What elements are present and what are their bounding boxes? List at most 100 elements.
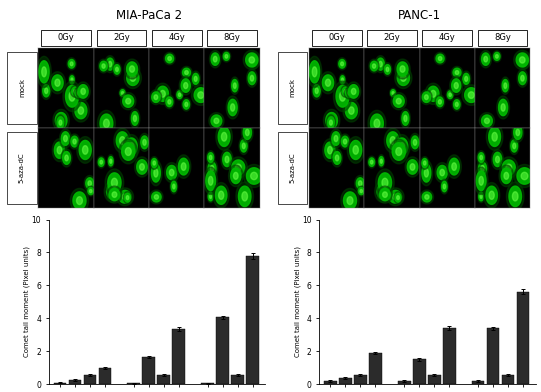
FancyBboxPatch shape: [7, 132, 37, 204]
Polygon shape: [512, 123, 524, 142]
Polygon shape: [513, 125, 522, 140]
Polygon shape: [155, 83, 171, 104]
Text: mock: mock: [289, 78, 295, 97]
Polygon shape: [330, 129, 342, 148]
Polygon shape: [506, 164, 512, 171]
Polygon shape: [453, 100, 460, 109]
Polygon shape: [402, 112, 409, 125]
Text: 0Gy: 0Gy: [328, 33, 345, 42]
Polygon shape: [57, 147, 62, 154]
Polygon shape: [375, 56, 386, 73]
Polygon shape: [181, 79, 190, 93]
Polygon shape: [493, 152, 502, 167]
Polygon shape: [86, 178, 94, 189]
Polygon shape: [438, 56, 442, 60]
Polygon shape: [207, 151, 215, 164]
FancyBboxPatch shape: [278, 52, 307, 124]
Polygon shape: [216, 123, 233, 150]
Text: 4Gy: 4Gy: [168, 33, 185, 42]
Polygon shape: [476, 171, 486, 191]
Polygon shape: [492, 51, 501, 62]
Text: 2Gy: 2Gy: [384, 33, 400, 42]
Polygon shape: [230, 168, 241, 183]
Polygon shape: [322, 75, 334, 91]
Polygon shape: [396, 138, 408, 155]
Polygon shape: [73, 192, 86, 209]
Polygon shape: [436, 54, 444, 63]
Polygon shape: [477, 151, 485, 164]
Polygon shape: [353, 146, 359, 154]
Polygon shape: [397, 196, 399, 200]
Polygon shape: [55, 79, 60, 86]
Polygon shape: [469, 92, 474, 98]
Polygon shape: [127, 70, 139, 85]
Polygon shape: [126, 138, 137, 155]
Polygon shape: [69, 74, 75, 85]
Polygon shape: [504, 83, 507, 89]
Polygon shape: [341, 78, 344, 82]
Polygon shape: [422, 192, 432, 202]
Polygon shape: [210, 165, 214, 171]
Polygon shape: [235, 164, 241, 171]
Polygon shape: [359, 181, 362, 186]
Polygon shape: [387, 132, 399, 149]
Polygon shape: [78, 85, 88, 98]
Polygon shape: [500, 157, 518, 178]
Polygon shape: [213, 183, 229, 208]
Polygon shape: [443, 184, 446, 189]
Polygon shape: [455, 71, 459, 74]
Polygon shape: [72, 87, 78, 96]
Polygon shape: [340, 134, 350, 149]
Polygon shape: [352, 88, 356, 94]
Polygon shape: [347, 136, 364, 163]
Bar: [428, 375, 441, 384]
Polygon shape: [344, 139, 347, 144]
Polygon shape: [124, 193, 130, 202]
Polygon shape: [384, 128, 401, 153]
Polygon shape: [64, 136, 67, 142]
Polygon shape: [208, 152, 214, 162]
Polygon shape: [341, 189, 359, 213]
Polygon shape: [65, 85, 78, 107]
Polygon shape: [375, 169, 394, 196]
Polygon shape: [326, 113, 338, 128]
Polygon shape: [79, 140, 91, 160]
FancyBboxPatch shape: [367, 30, 417, 46]
Polygon shape: [506, 182, 524, 211]
Polygon shape: [378, 173, 392, 192]
Polygon shape: [250, 75, 254, 81]
Polygon shape: [198, 90, 203, 99]
Polygon shape: [510, 137, 519, 154]
Polygon shape: [151, 192, 161, 202]
Polygon shape: [422, 92, 431, 102]
Polygon shape: [105, 56, 115, 73]
Polygon shape: [239, 186, 251, 207]
Polygon shape: [481, 115, 492, 127]
Polygon shape: [58, 117, 64, 124]
Polygon shape: [494, 53, 500, 60]
Polygon shape: [465, 76, 467, 82]
Polygon shape: [371, 160, 373, 164]
Polygon shape: [126, 98, 131, 104]
Bar: [502, 375, 514, 384]
Polygon shape: [522, 58, 525, 64]
Polygon shape: [492, 132, 497, 141]
Polygon shape: [75, 102, 87, 119]
Polygon shape: [431, 91, 436, 97]
Polygon shape: [150, 90, 162, 105]
Polygon shape: [130, 74, 136, 81]
Polygon shape: [57, 117, 64, 128]
Polygon shape: [199, 92, 202, 96]
Polygon shape: [519, 72, 526, 85]
Text: 4Gy: 4Gy: [439, 33, 456, 42]
Bar: [246, 256, 259, 384]
Polygon shape: [481, 165, 484, 171]
Polygon shape: [514, 50, 531, 70]
Polygon shape: [63, 152, 70, 164]
Polygon shape: [43, 85, 50, 97]
Polygon shape: [243, 125, 252, 140]
Polygon shape: [399, 143, 405, 150]
Bar: [369, 353, 382, 384]
Polygon shape: [335, 155, 339, 161]
Polygon shape: [509, 186, 522, 207]
